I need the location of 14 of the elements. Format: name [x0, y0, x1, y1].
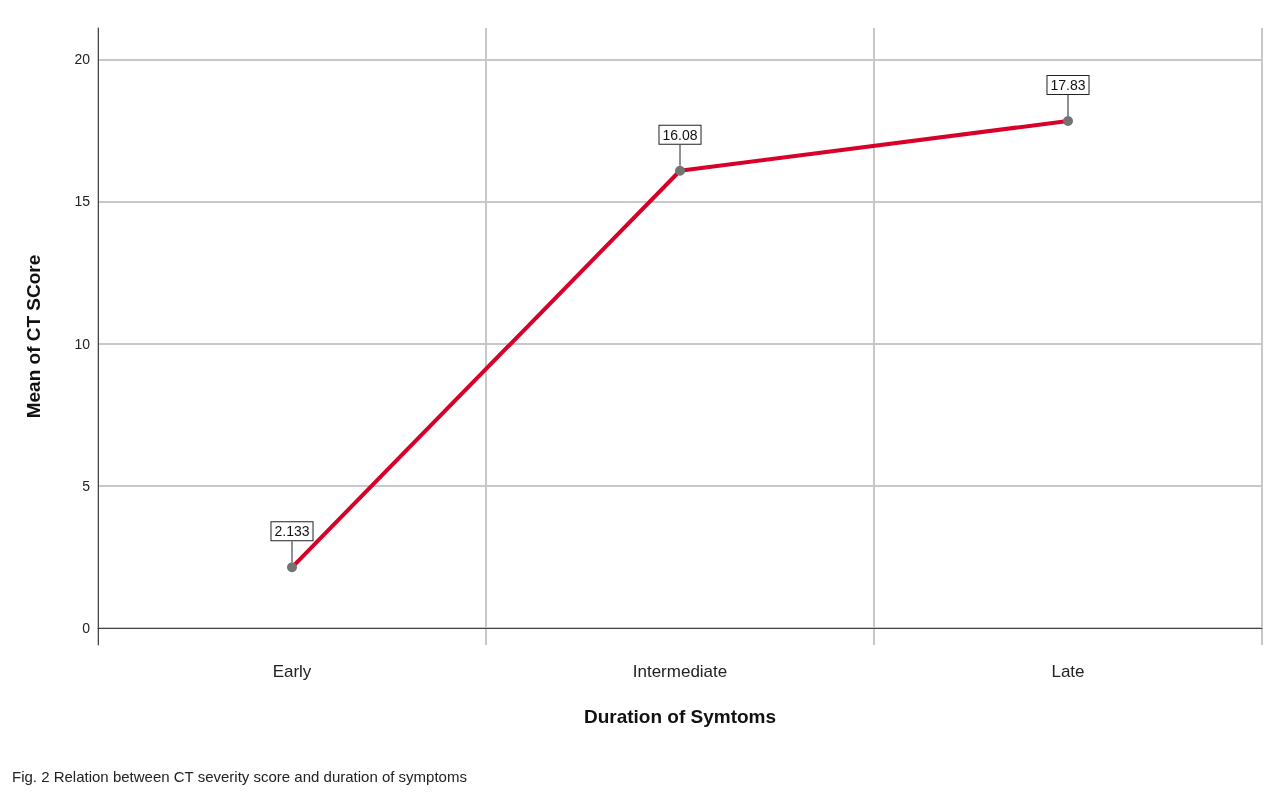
data-label: 2.133	[274, 523, 310, 540]
y-axis-title: Mean of CT SCore	[23, 254, 44, 419]
data-label: 17.83	[1050, 76, 1086, 93]
x-axis-title: Duration of Symtoms	[583, 706, 777, 727]
x-tick-label: Late	[1051, 662, 1085, 681]
y-tick-label: 10	[74, 335, 91, 352]
y-tick-label: 15	[74, 193, 91, 210]
caption: Fig. 2 Relation between CT severity score and duration of symptoms	[12, 768, 467, 785]
data-label: 16.08	[662, 126, 698, 143]
x-tick-label: Intermediate	[632, 662, 728, 681]
y-tick-label: 20	[74, 51, 91, 68]
y-tick-label: 5	[82, 477, 91, 494]
y-tick-label: 0	[82, 619, 91, 636]
x-tick-label: Early	[272, 662, 312, 681]
